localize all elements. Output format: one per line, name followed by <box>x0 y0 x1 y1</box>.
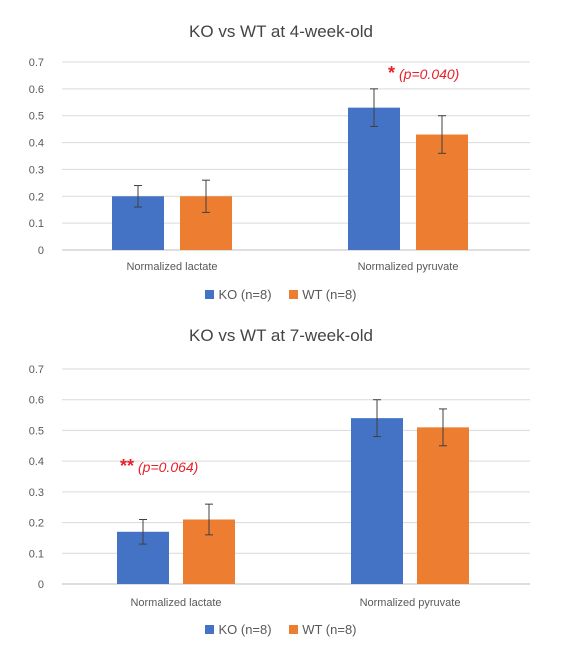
legend: KO (n=8) WT (n=8) <box>0 287 562 302</box>
y-tick-label: 0.1 <box>29 548 44 560</box>
bar-wt <box>417 427 469 584</box>
legend-item-wt: WT (n=8) <box>289 287 357 302</box>
y-tick-label: 0.1 <box>29 218 44 230</box>
legend-item-ko: KO (n=8) <box>205 287 272 302</box>
y-tick-label: 0 <box>38 245 44 257</box>
chart-title: KO vs WT at 4-week-old <box>189 22 373 41</box>
x-category-label: Normalized pyruvate <box>358 261 459 273</box>
legend-swatch-wt <box>289 625 299 634</box>
y-tick-label: 0.2 <box>29 518 44 530</box>
y-tick-label: 0.5 <box>29 111 44 123</box>
legend-swatch-wt <box>289 290 299 299</box>
legend-label: WT (n=8) <box>302 287 357 302</box>
significance-annotation: ** (p=0.064) <box>120 456 198 477</box>
legend-label: KO (n=8) <box>218 287 272 302</box>
y-tick-label: 0.5 <box>29 425 44 437</box>
legend-label: KO (n=8) <box>218 622 272 637</box>
chart-plot: 0 0.1 0.2 0.3 0.4 0.5 0.6 0.7 Normalized lactate… <box>29 57 530 273</box>
x-category-label: Normalized pyruvate <box>360 597 461 609</box>
y-tick-label: 0.4 <box>29 138 44 150</box>
y-tick-label: 0.6 <box>29 395 44 407</box>
chart-title: KO vs WT at 7-week-old <box>189 326 373 345</box>
chart-7-week: KO vs WT at 7-week-old 0 0.1 0.2 0.3 0.4 0.5 0… <box>0 318 562 651</box>
chart-4-week: KO vs WT at 4-week-old 0 0.1 0.2 0.3 0.4 0.5 0… <box>0 0 562 318</box>
x-category-label: Normalized lactate <box>130 597 221 609</box>
y-tick-label: 0.2 <box>29 191 44 203</box>
y-tick-label: 0.7 <box>29 57 44 69</box>
significance-annotation: * (p=0.040) <box>388 63 459 84</box>
legend-item-ko: KO (n=8) <box>205 622 272 637</box>
chart-plot: 0 0.1 0.2 0.3 0.4 0.5 0.6 0.7 Normalized lactate… <box>29 364 530 609</box>
significance-stars: ** <box>120 456 135 476</box>
significance-stars: * <box>388 63 396 83</box>
legend-label: WT (n=8) <box>302 622 357 637</box>
legend-swatch-ko <box>205 625 215 634</box>
bar-ko <box>351 418 403 584</box>
y-tick-label: 0.6 <box>29 84 44 96</box>
y-tick-label: 0.3 <box>29 164 44 176</box>
p-value-label: (p=0.040) <box>399 66 460 82</box>
y-tick-label: 0.7 <box>29 364 44 376</box>
y-tick-label: 0.3 <box>29 487 44 499</box>
bar-ko <box>348 107 400 251</box>
legend: KO (n=8) WT (n=8) <box>0 622 562 637</box>
p-value-label: (p=0.064) <box>138 459 199 475</box>
legend-item-wt: WT (n=8) <box>289 622 357 637</box>
y-tick-label: 0.4 <box>29 456 44 468</box>
x-category-label: Normalized lactate <box>126 261 217 273</box>
y-tick-label: 0 <box>38 579 44 591</box>
legend-swatch-ko <box>205 290 215 299</box>
